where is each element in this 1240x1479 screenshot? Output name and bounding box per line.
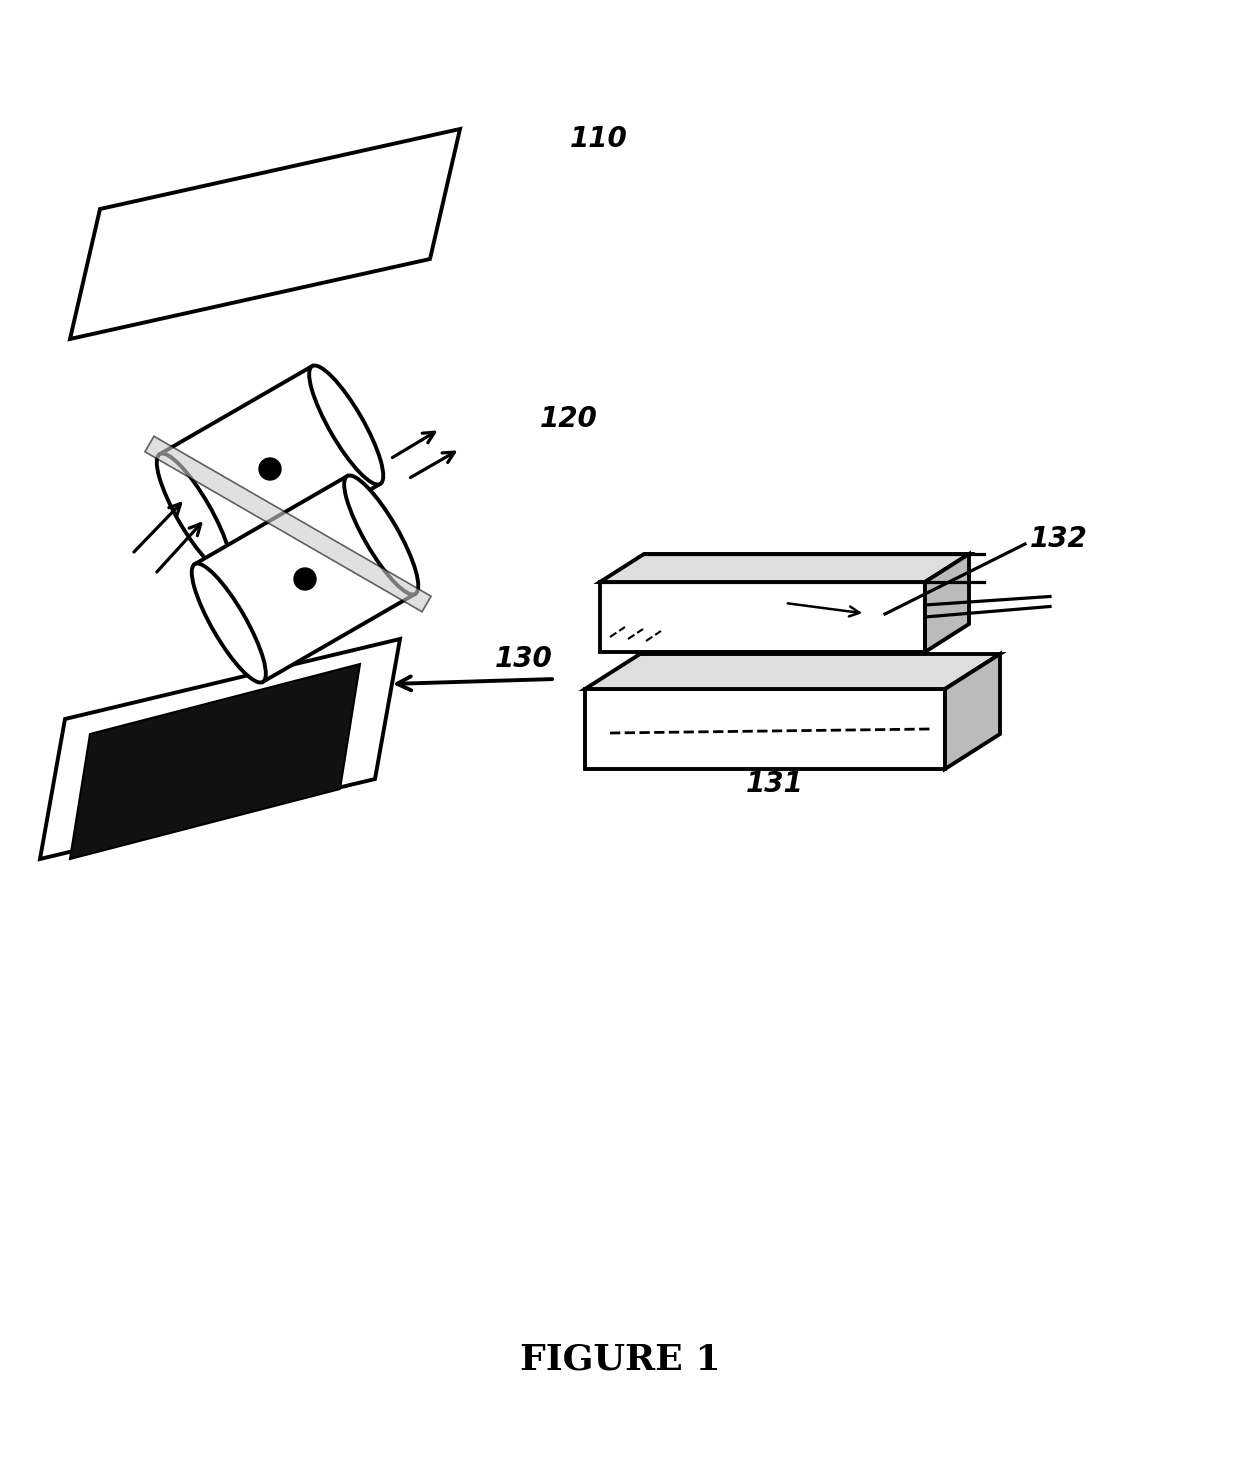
Polygon shape	[600, 555, 968, 583]
Text: 120: 120	[539, 405, 598, 433]
Polygon shape	[160, 367, 381, 572]
Polygon shape	[69, 664, 360, 859]
Circle shape	[294, 568, 316, 590]
Text: 132: 132	[1030, 525, 1087, 553]
Ellipse shape	[309, 365, 383, 485]
Ellipse shape	[192, 563, 265, 682]
Polygon shape	[69, 129, 460, 339]
Polygon shape	[585, 654, 999, 689]
Text: 130: 130	[495, 645, 553, 673]
Polygon shape	[585, 689, 945, 769]
Polygon shape	[925, 555, 968, 652]
Text: FIGURE 1: FIGURE 1	[520, 1341, 720, 1375]
Polygon shape	[195, 476, 415, 682]
Circle shape	[259, 458, 281, 481]
Polygon shape	[40, 639, 401, 859]
Polygon shape	[145, 436, 432, 612]
Ellipse shape	[345, 476, 418, 595]
Text: 110: 110	[570, 126, 627, 152]
Ellipse shape	[156, 454, 231, 572]
Polygon shape	[945, 654, 999, 769]
Text: 131: 131	[746, 771, 804, 799]
Polygon shape	[600, 583, 925, 652]
